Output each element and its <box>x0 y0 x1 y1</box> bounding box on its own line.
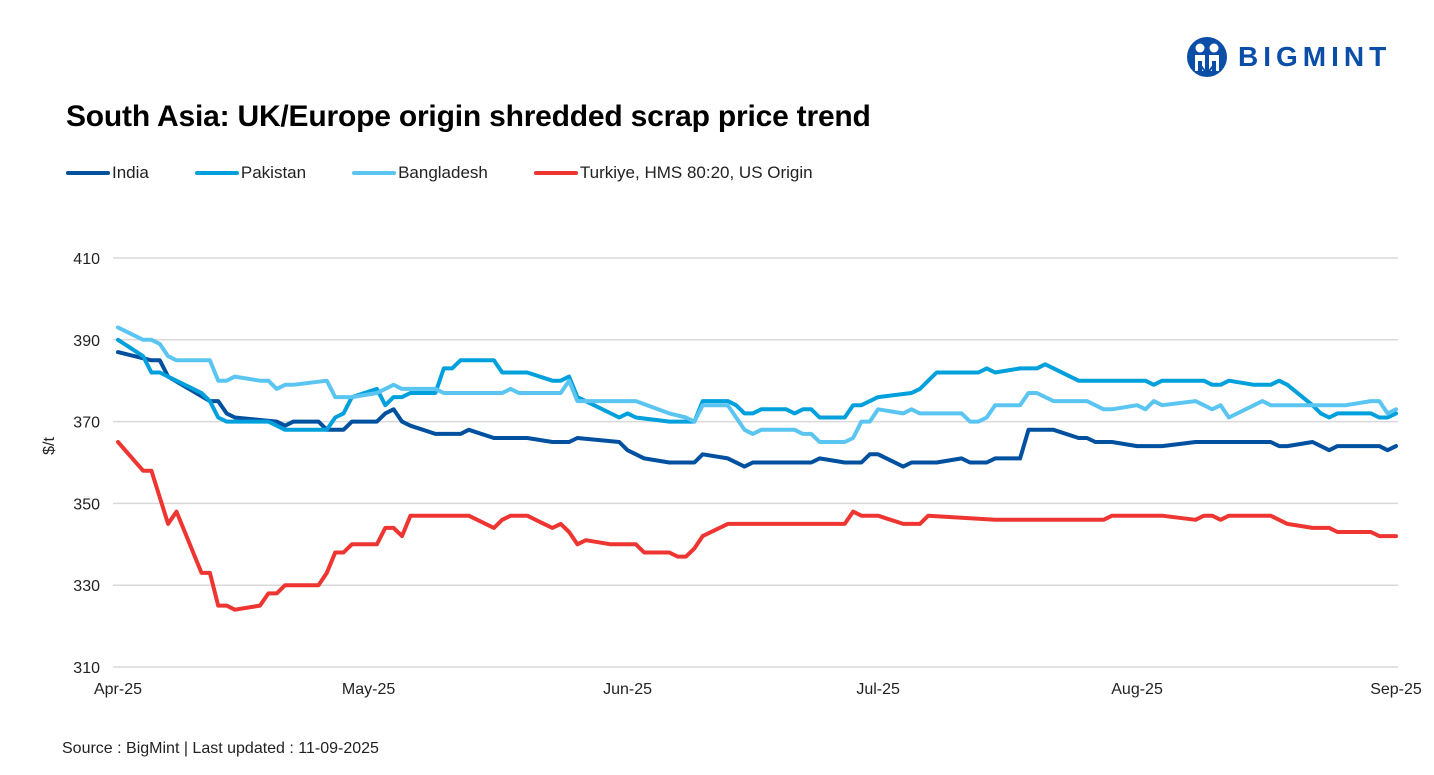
series-line-bangladesh <box>116 325 1398 444</box>
bigmint-logo-icon <box>1187 37 1227 77</box>
x-tick-label: Jun-25 <box>603 681 652 698</box>
legend-label: Turkiye, HMS 80:20, US Origin <box>579 163 813 182</box>
x-tick-label: Apr-25 <box>94 681 142 698</box>
legend-item-turkiye: Turkiye, HMS 80:20, US Origin <box>533 163 813 183</box>
legend-swatch <box>533 171 578 175</box>
series-line-turkiye <box>116 440 1398 612</box>
legend-label: Pakistan <box>240 163 307 182</box>
y-tick-label: 390 <box>73 333 100 350</box>
x-tick-label: Aug-25 <box>1111 681 1163 698</box>
x-tick-label: May-25 <box>342 681 395 698</box>
legend-swatch <box>194 171 239 175</box>
legend-item-bangladesh: Bangladesh <box>352 163 488 183</box>
legend-label: India <box>112 163 149 182</box>
legend-item-pakistan: Pakistan <box>194 163 307 183</box>
bigmint-logo: BIGMINT <box>1186 36 1391 78</box>
y-tick-label: 330 <box>73 578 100 595</box>
source-note: Source : BigMint | Last updated : 11-09-… <box>62 740 379 757</box>
legend-swatch <box>66 171 110 175</box>
y-tick-label: 350 <box>73 496 100 513</box>
legend: India Pakistan Bangladesh Turkiye, HMS 8… <box>66 163 859 183</box>
legend-swatch <box>352 171 397 175</box>
series-line-india <box>116 350 1398 469</box>
chart-title: South Asia: UK/Europe origin shredded sc… <box>66 100 871 133</box>
logo-text: BIGMINT <box>1238 41 1392 72</box>
x-tick-label: Jul-25 <box>856 681 900 698</box>
y-tick-label: 310 <box>73 660 100 677</box>
y-tick-label: 370 <box>73 415 100 432</box>
y-tick-label: 410 <box>73 251 100 268</box>
legend-item-india: India <box>66 163 149 183</box>
legend-label: Bangladesh <box>398 163 488 182</box>
y-axis-label: $/t <box>41 437 58 455</box>
x-tick-label: Sep-25 <box>1370 681 1422 698</box>
